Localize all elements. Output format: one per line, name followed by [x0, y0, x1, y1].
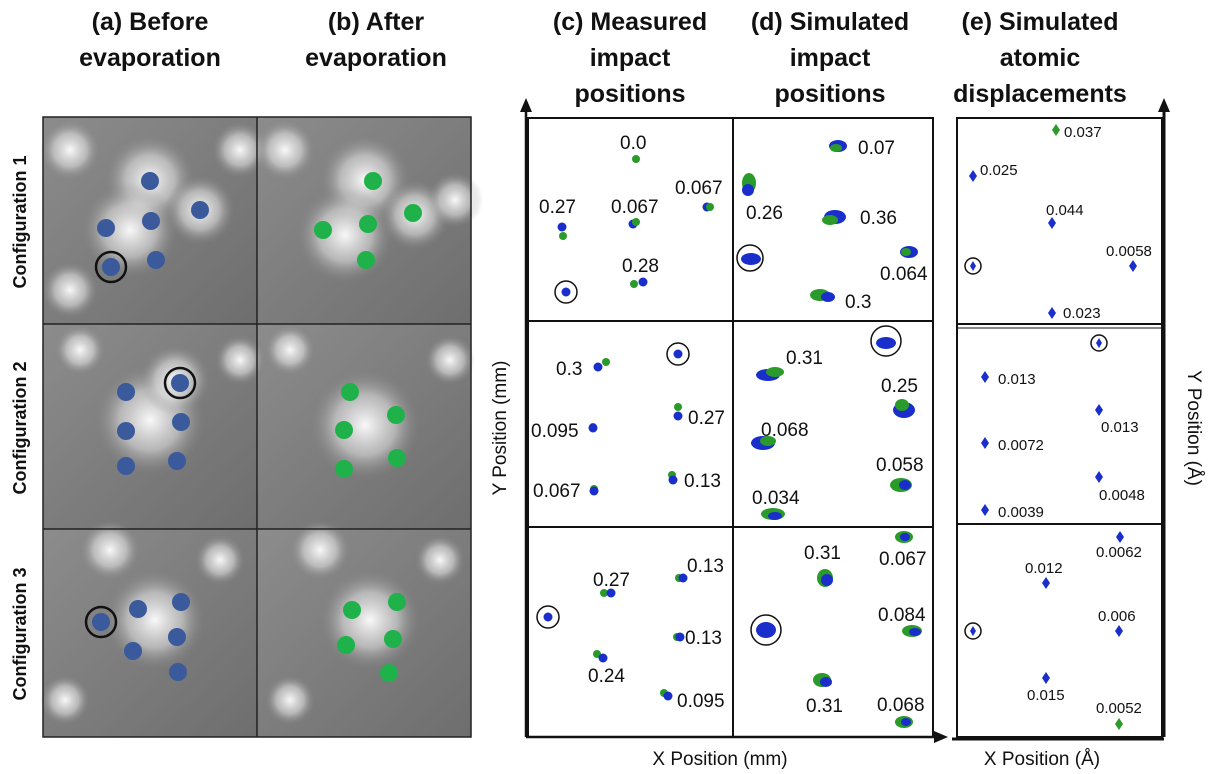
evaporated-atom-marker-1 — [94, 250, 128, 284]
header-a-line1: (a) Before — [92, 8, 209, 36]
x-axis-arrowhead — [934, 731, 948, 743]
measured-impacts-config1: 0.0 0.067 0.27 0.067 0.28 — [539, 133, 723, 304]
atomic-c3-label-1: 0.0062 — [1096, 544, 1142, 561]
simulated-c3-label-4: 0.31 — [806, 696, 843, 717]
config1-after-atoms — [314, 172, 422, 269]
atomic-c1-label-1: 0.037 — [1064, 124, 1102, 141]
header-e-line2: atomic — [1000, 44, 1081, 72]
simulated-c1-label-2: 0.26 — [746, 203, 783, 224]
measured-c1-label-2: 0.067 — [675, 178, 723, 199]
atomic-c2-label-2: 0.013 — [1101, 419, 1139, 436]
measured-c3-label-5: 0.095 — [677, 691, 725, 712]
y-axis-arrowhead — [520, 98, 532, 112]
simulated-c1-label-3: 0.36 — [860, 208, 897, 229]
measured-c3-label-3: 0.13 — [685, 628, 722, 649]
atomic-c2-label-1: 0.013 — [998, 371, 1036, 388]
header-c-line2: impact — [590, 44, 671, 72]
header-d: (d) Simulated impact positions — [751, 8, 909, 108]
measured-c3-label-4: 0.24 — [588, 666, 625, 687]
simulated-c2-label-1: 0.31 — [786, 348, 823, 369]
header-a: (a) Before evaporation — [79, 8, 221, 72]
config-label-3: Configuration 3 — [10, 568, 30, 701]
simulated-c2-label-4: 0.058 — [876, 455, 924, 476]
header-d-line3: positions — [774, 80, 885, 108]
atomic-displacements-config3: 0.0062 0.012 0.006 0.015 0.0052 — [964, 531, 1142, 730]
measured-c2-label-4: 0.067 — [533, 481, 581, 502]
y-axis-label-mm: Y Position (mm) — [490, 361, 511, 496]
header-b-line2: evaporation — [305, 44, 447, 72]
simulated-c3-label-5: 0.068 — [877, 695, 925, 716]
simulated-c2-label-5: 0.034 — [752, 488, 800, 509]
atomic-c3-label-3: 0.006 — [1098, 608, 1136, 625]
atomic-c1-label-5: 0.023 — [1063, 305, 1101, 322]
atomic-c3-label-4: 0.015 — [1027, 687, 1065, 704]
atomic-displacements-config2: 0.013 0.013 0.0072 0.0048 0.0039 — [981, 334, 1145, 521]
header-e-line3: displacements — [953, 80, 1127, 108]
header-e: (e) Simulated atomic displacements — [953, 8, 1127, 108]
atomic-grid-frame — [956, 117, 1163, 738]
atomic-y-axis-arrowhead — [1158, 98, 1170, 112]
config1-before-atoms — [97, 172, 209, 276]
config3-after-atoms — [337, 593, 406, 682]
header-b-line1: (b) After — [328, 8, 425, 36]
simulated-impacts-config2: 0.31 0.25 0.068 0.058 0.034 — [751, 325, 924, 520]
evaporated-atom-marker-3 — [84, 605, 118, 639]
atomic-c1-label-4: 0.0058 — [1106, 243, 1152, 260]
measured-c1-label-3: 0.27 — [539, 197, 576, 218]
config2-after-atoms — [335, 383, 406, 478]
atomic-c2-label-4: 0.0048 — [1099, 487, 1145, 504]
simulated-c1-label-1: 0.07 — [858, 138, 895, 159]
header-d-line2: impact — [790, 44, 871, 72]
header-c-line1: (c) Measured — [553, 8, 707, 36]
atomic-c1-label-2: 0.025 — [980, 162, 1018, 179]
header-b: (b) After evaporation — [305, 8, 447, 72]
simulated-c2-label-3: 0.068 — [761, 420, 809, 441]
simulated-c2-label-2: 0.25 — [881, 376, 918, 397]
header-c-line3: positions — [574, 80, 685, 108]
config-label-2: Configuration 2 — [10, 362, 30, 495]
measured-c2-label-3: 0.095 — [531, 421, 579, 442]
evaporated-atom-marker-2 — [163, 366, 197, 400]
measured-c2-label-5: 0.13 — [684, 471, 721, 492]
x-axis-label-mm: X Position (mm) — [652, 749, 787, 770]
measured-c2-label-1: 0.3 — [556, 359, 582, 380]
header-d-line1: (d) Simulated — [751, 8, 909, 36]
atomic-c2-label-5: 0.0039 — [998, 504, 1044, 521]
config3-before-atoms — [92, 593, 190, 681]
microscopy-grid — [40, 116, 483, 738]
atomic-displacements-config1: 0.037 0.025 0.044 0.0058 0.023 — [964, 124, 1152, 322]
simulated-c3-label-3: 0.084 — [878, 605, 926, 626]
simulated-c3-label-2: 0.067 — [879, 549, 927, 570]
impact-positions-grid — [520, 98, 948, 743]
header-c: (c) Measured impact positions — [553, 8, 707, 108]
atomic-displacements-grid — [952, 98, 1170, 741]
atomic-c3-label-2: 0.012 — [1025, 560, 1063, 577]
measured-c3-label-1: 0.27 — [593, 570, 630, 591]
x-axis-label-angstrom: X Position (Å) — [984, 749, 1100, 770]
header-a-line2: evaporation — [79, 44, 221, 72]
simulated-c3-label-1: 0.31 — [804, 543, 841, 564]
config2-before-atoms — [117, 374, 190, 475]
atomic-c3-label-5: 0.0052 — [1096, 700, 1142, 717]
measured-impacts-config3: 0.27 0.13 0.13 0.24 0.095 — [536, 556, 725, 712]
atomic-blobs — [40, 120, 483, 725]
atomic-c2-label-3: 0.0072 — [998, 437, 1044, 454]
measured-c3-label-2: 0.13 — [687, 556, 724, 577]
measured-c1-label-4: 0.067 — [611, 197, 659, 218]
y-axis-label-angstrom: Y Position (Å) — [1183, 370, 1204, 486]
simulated-impacts-config1: 0.07 0.26 0.36 0.064 0.3 — [736, 138, 928, 313]
config-label-1: Configuration 1 — [10, 156, 30, 289]
measured-c2-label-2: 0.27 — [688, 408, 725, 429]
simulated-c1-label-4: 0.064 — [880, 264, 928, 285]
header-e-line1: (e) Simulated — [962, 8, 1119, 36]
measured-c1-label-1: 0.0 — [620, 133, 646, 154]
measured-c1-label-5: 0.28 — [622, 256, 659, 277]
atomic-c1-label-3: 0.044 — [1046, 202, 1084, 219]
simulated-impacts-config3: 0.31 0.067 0.084 0.31 0.068 — [750, 531, 927, 728]
simulated-c1-label-5: 0.3 — [845, 292, 871, 313]
measured-impacts-config2: 0.3 0.27 0.095 0.067 0.13 — [531, 342, 725, 502]
